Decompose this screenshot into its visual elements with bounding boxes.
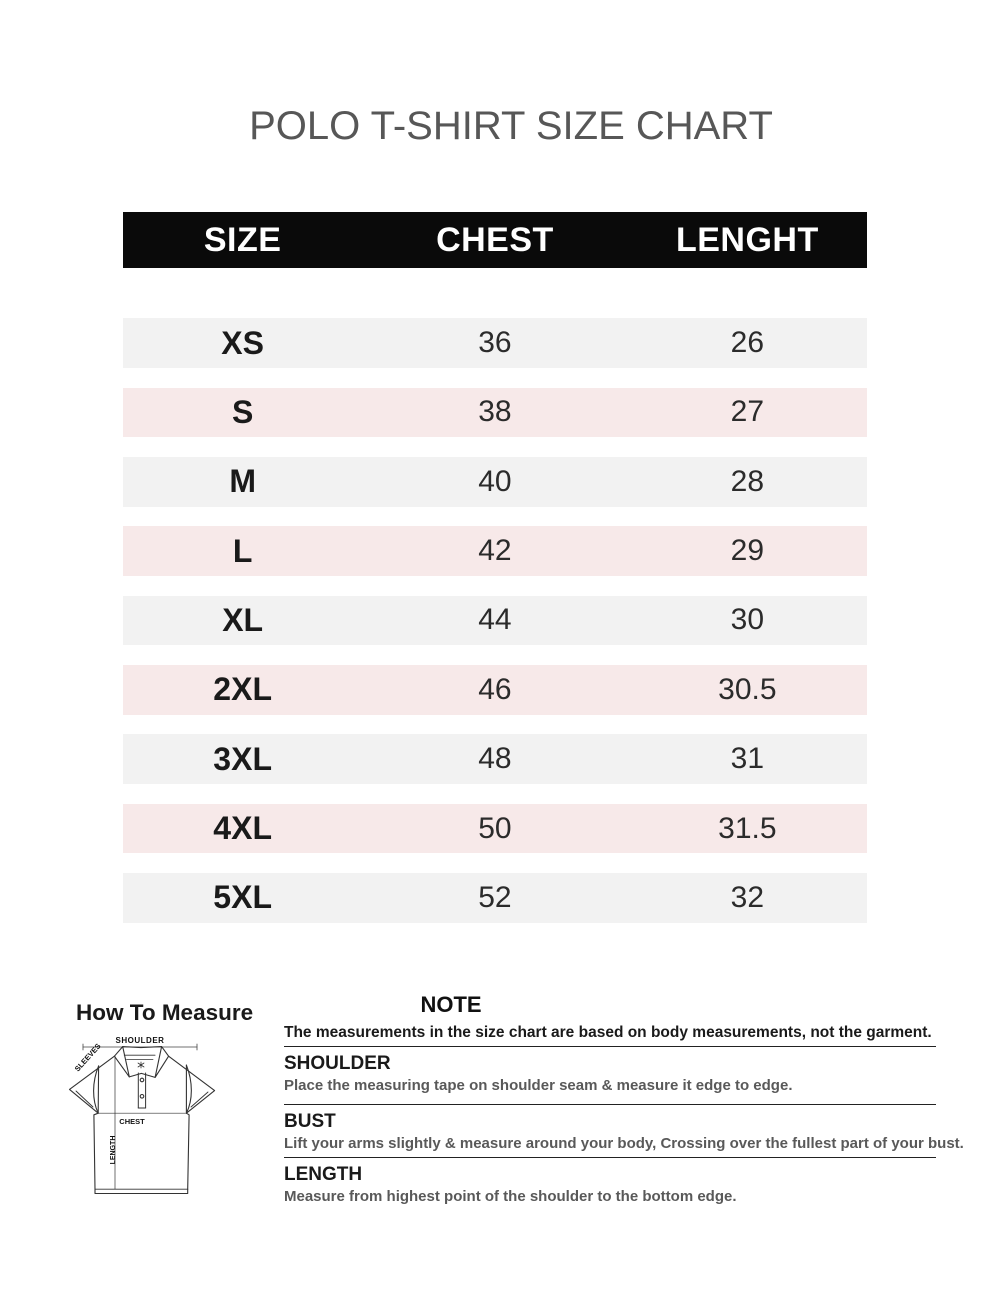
svg-text:LENGTH: LENGTH — [110, 1136, 117, 1165]
svg-text:SHOULDER: SHOULDER — [116, 1036, 165, 1045]
svg-text:CHEST: CHEST — [119, 1117, 145, 1126]
